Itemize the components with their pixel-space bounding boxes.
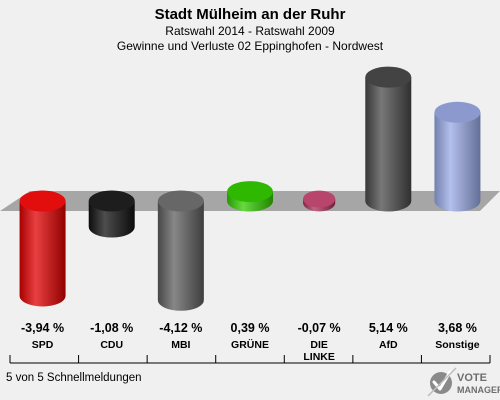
bar-body (157, 201, 204, 311)
logo-text-manager: MANAGER (457, 385, 500, 395)
bar-top (19, 190, 66, 212)
status-text: 5 von 5 Schnellmeldungen (6, 372, 142, 384)
vote-manager-logo: VOTE MANAGER (427, 367, 500, 397)
chart-subtitle-2: Gewinne und Verluste 02 Eppinghofen - No… (117, 39, 384, 53)
value-label-5: -0,07 % (298, 321, 341, 335)
category-label-2: CDU (100, 339, 123, 351)
bar-top (88, 190, 135, 212)
checkmark-icon (427, 367, 457, 397)
bar-body (365, 77, 412, 212)
bar-6 (365, 66, 412, 212)
category-label-7: Sonstige (435, 339, 479, 351)
category-label-3: MBI (171, 339, 190, 351)
bar-2 (88, 190, 135, 238)
value-label-3: -4,12 % (159, 321, 202, 335)
bar-5 (303, 190, 336, 212)
bar-top (157, 190, 204, 212)
bar-top (365, 66, 412, 88)
value-label-6: 5,14 % (369, 321, 408, 335)
category-label-5: DIE LINKE (303, 339, 335, 363)
value-label-1: -3,94 % (21, 321, 64, 335)
category-label-1: SPD (32, 339, 54, 351)
value-label-4: 0,39 % (231, 321, 270, 335)
bar-body (19, 201, 66, 307)
chart-subtitle-1: Ratswahl 2014 - Ratswahl 2009 (165, 24, 335, 38)
category-label-6: AfD (379, 339, 398, 351)
bar-7 (434, 101, 481, 212)
bar-4 (227, 181, 273, 212)
value-label-2: -1,08 % (90, 321, 133, 335)
bar-top (303, 190, 336, 208)
bar-body (88, 201, 135, 238)
bar-1 (19, 190, 66, 307)
bar-3 (157, 190, 204, 311)
logo-text-vote: VOTE (457, 372, 487, 384)
chart-title: Stadt Mülheim an der Ruhr (155, 6, 346, 23)
bar-top (227, 181, 273, 203)
bar-top (434, 101, 481, 123)
bar-body (434, 112, 481, 212)
value-label-7: 3,68 % (438, 321, 477, 335)
category-label-4: GRÜNE (231, 338, 269, 351)
